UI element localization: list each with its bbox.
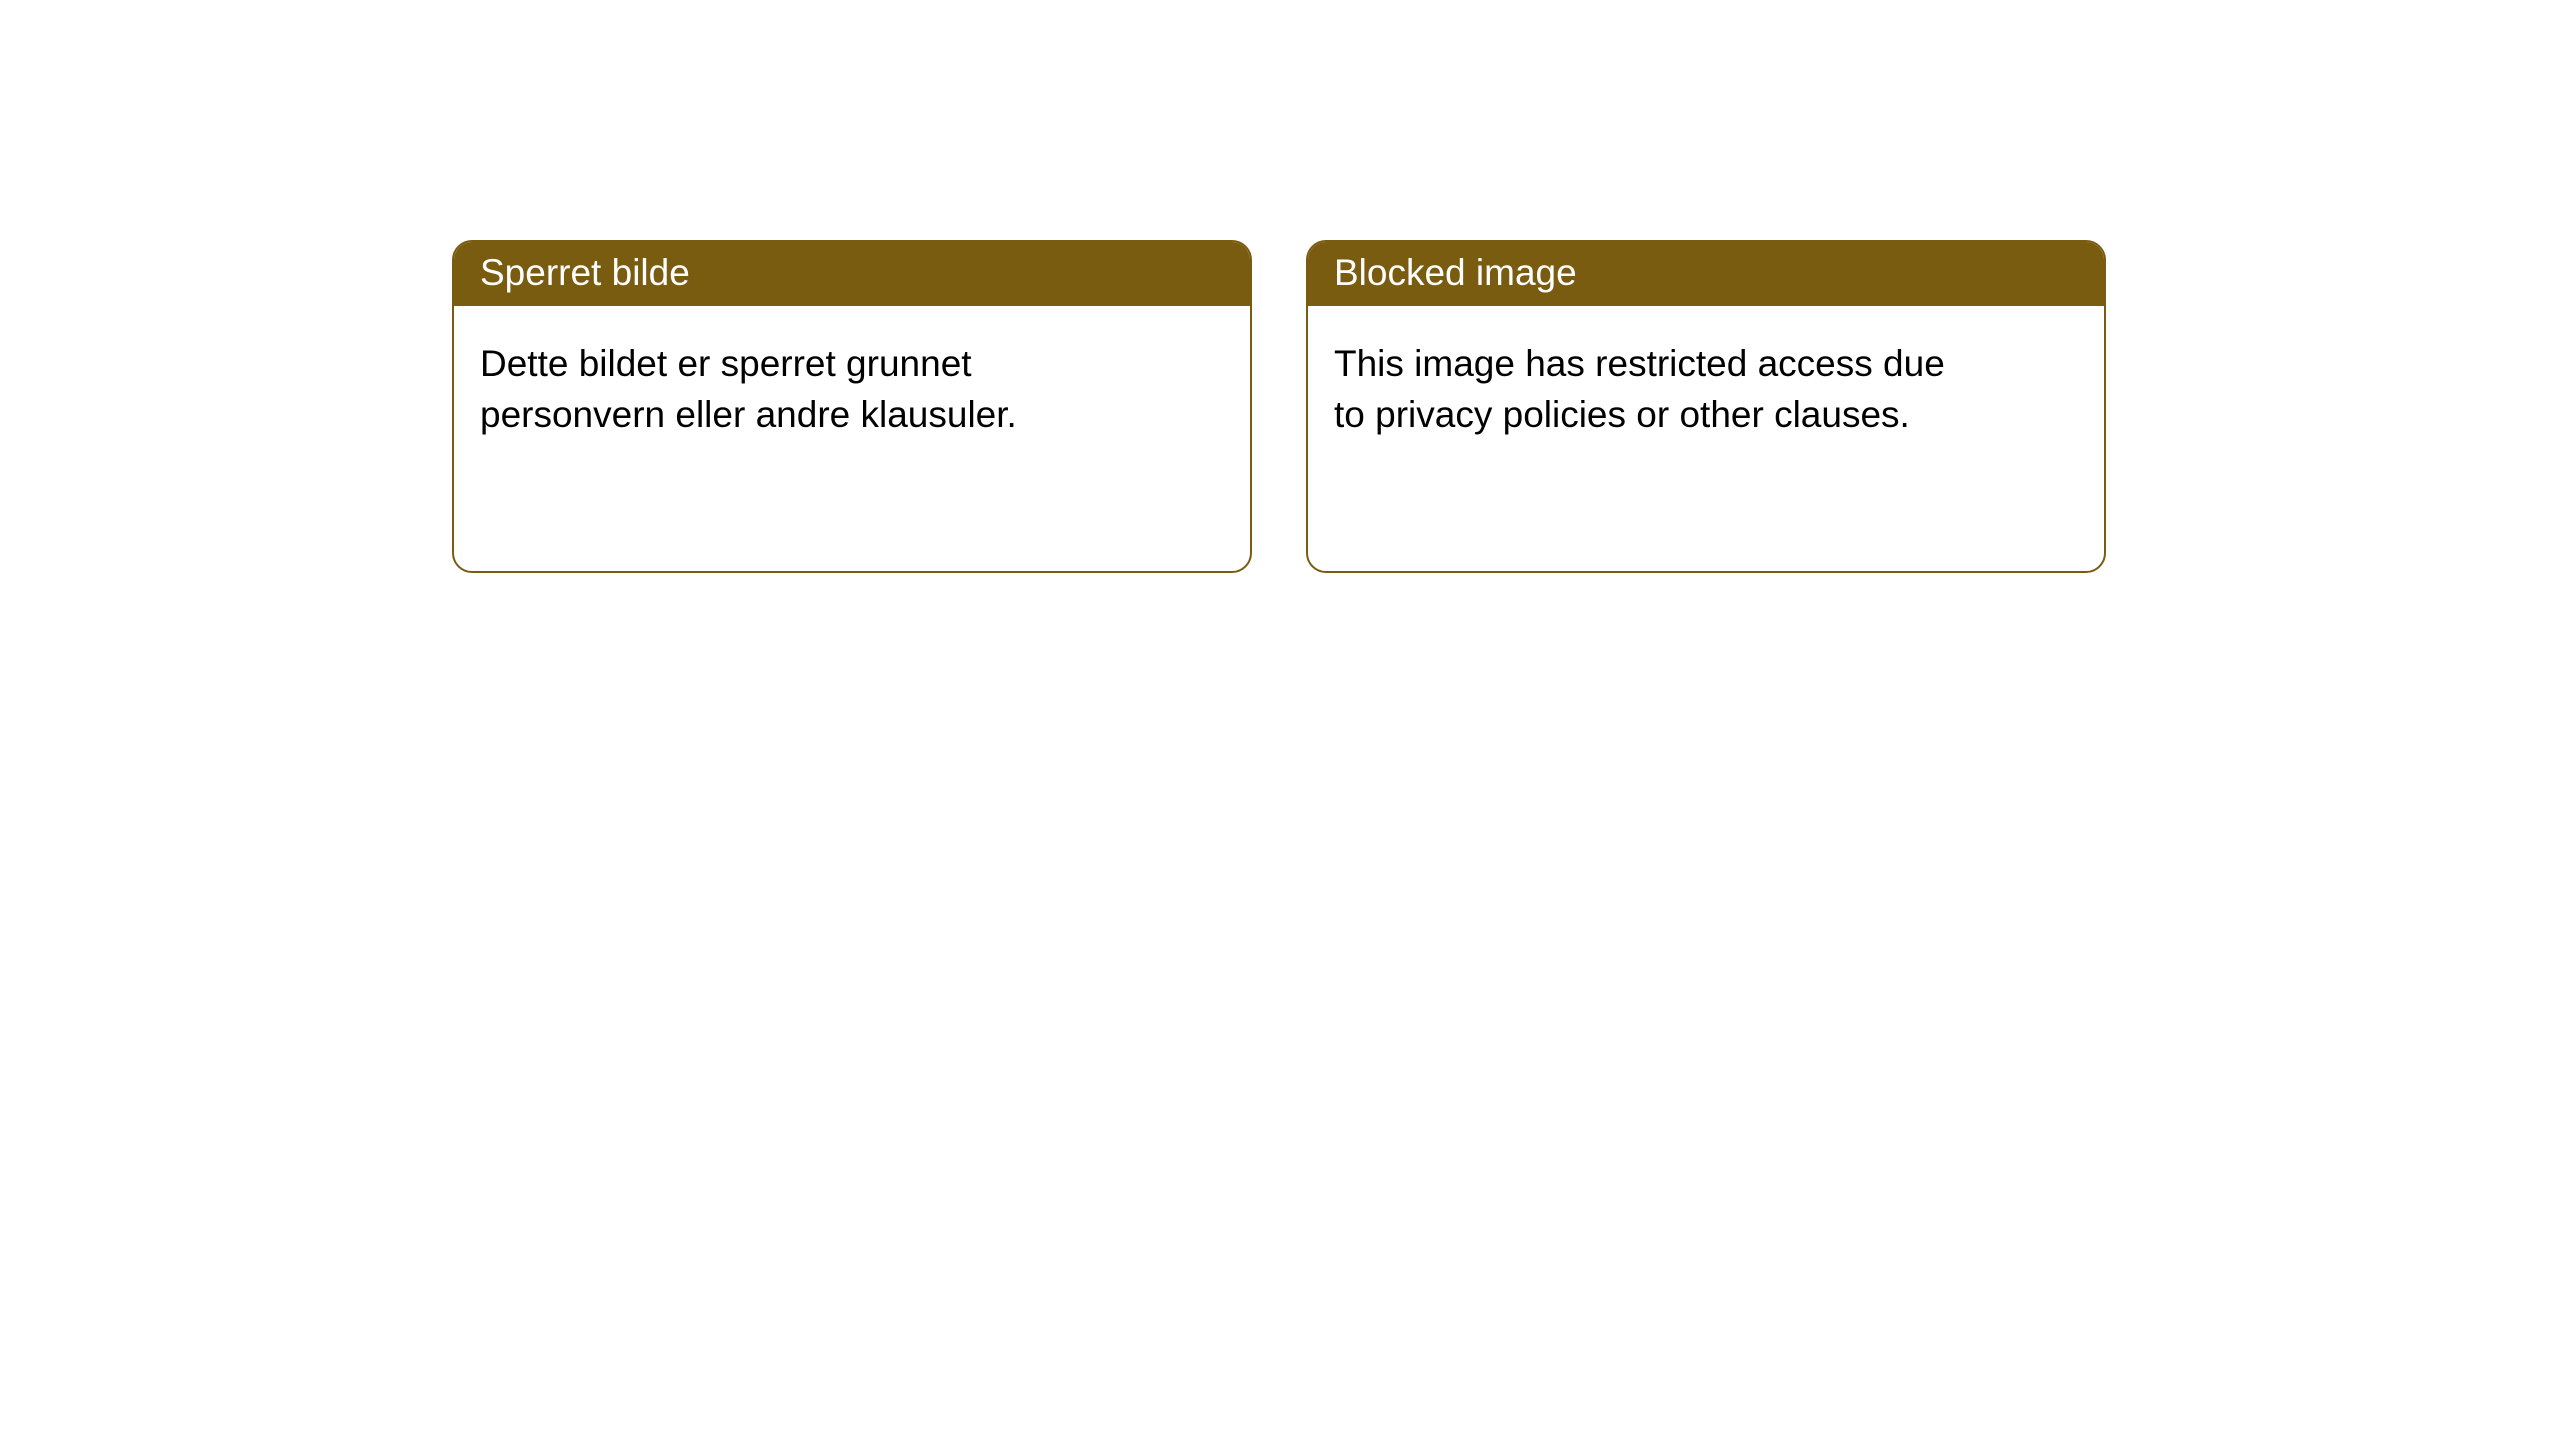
notice-cards-row: Sperret bilde Dette bildet er sperret gr… [0, 0, 2560, 573]
notice-card-english: Blocked image This image has restricted … [1306, 240, 2106, 573]
card-body-english: This image has restricted access due to … [1308, 306, 1988, 472]
card-header-english: Blocked image [1308, 242, 2104, 306]
notice-card-norwegian: Sperret bilde Dette bildet er sperret gr… [452, 240, 1252, 573]
card-body-norwegian: Dette bildet er sperret grunnet personve… [454, 306, 1134, 472]
card-header-norwegian: Sperret bilde [454, 242, 1250, 306]
